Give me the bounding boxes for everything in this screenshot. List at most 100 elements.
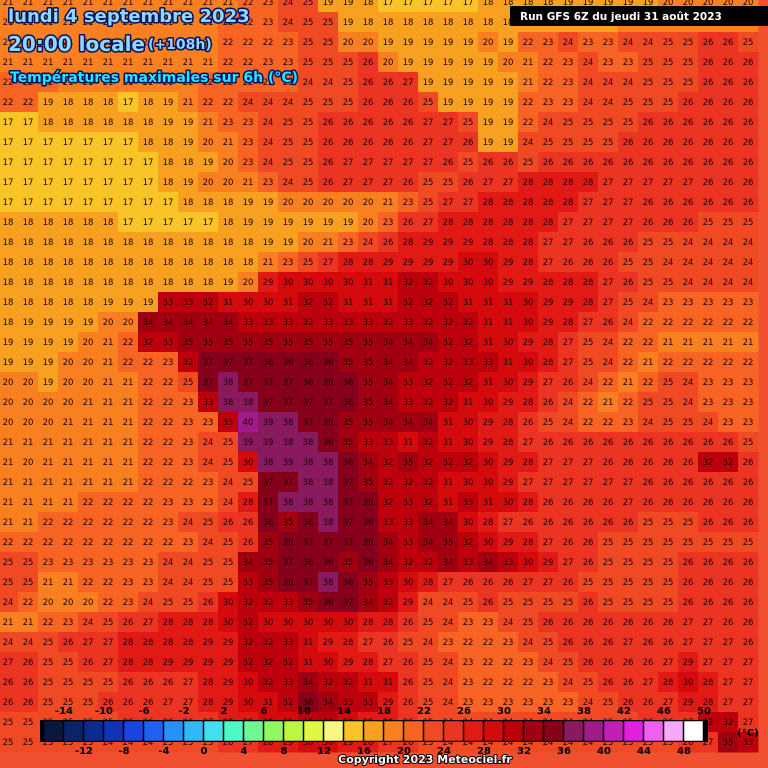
- temperature-cell: [58, 392, 79, 413]
- temperature-value: 24: [683, 398, 694, 408]
- temperature-value: 30: [483, 278, 494, 288]
- temperature-cell: [278, 132, 299, 153]
- temperature-value: 32: [303, 298, 314, 308]
- temperature-cell: [398, 352, 419, 373]
- temperature-cell: [358, 532, 379, 553]
- temperature-value: 37: [283, 378, 294, 388]
- temperature-cell: [418, 112, 439, 133]
- temperature-value: 30: [243, 678, 254, 688]
- temperature-cell: [18, 132, 39, 153]
- temperature-cell: [558, 392, 579, 413]
- temperature-value: 26: [583, 438, 594, 448]
- temperature-value: 23: [543, 678, 554, 688]
- temperature-value: 32: [423, 278, 434, 288]
- temperature-cell: [18, 12, 39, 33]
- temperature-value: 25: [323, 98, 334, 108]
- temperature-cell: [478, 552, 499, 573]
- temperature-value: 35: [403, 458, 414, 468]
- temperature-cell: [698, 412, 719, 433]
- temperature-cell: [558, 332, 579, 353]
- legend-swatch: [563, 720, 584, 742]
- temperature-cell: [138, 452, 159, 473]
- temperature-value: 27: [343, 178, 354, 188]
- legend-label: 0: [201, 746, 208, 757]
- temperature-cell: [718, 172, 739, 193]
- temperature-cell: [618, 472, 639, 493]
- temperature-value: 18: [243, 238, 254, 248]
- temperature-value: 24: [283, 0, 294, 8]
- temperature-value: 33: [463, 558, 474, 568]
- temperature-cell: [698, 452, 719, 473]
- temperature-cell: [738, 252, 759, 273]
- temperature-value: 25: [303, 58, 314, 68]
- temperature-cell: [358, 212, 379, 233]
- temperature-value: 33: [403, 378, 414, 388]
- temperature-cell: [218, 152, 239, 173]
- temperature-cell: [718, 432, 739, 453]
- temperature-value: 33: [403, 498, 414, 508]
- temperature-cell: [318, 252, 339, 273]
- temperature-cell: [158, 72, 179, 93]
- temperature-cell: [198, 492, 219, 513]
- temperature-value: 25: [303, 0, 314, 8]
- temperature-value: 22: [163, 418, 174, 428]
- temperature-value: 25: [503, 598, 514, 608]
- legend-swatch: [263, 720, 284, 742]
- temperature-value: 25: [23, 558, 34, 568]
- temperature-cell: [98, 432, 119, 453]
- temperature-value: 21: [103, 398, 114, 408]
- temperature-value: 28: [163, 638, 174, 648]
- temperature-cell: [218, 472, 239, 493]
- temperature-cell: [58, 12, 79, 33]
- forecast-lead: (+108h): [148, 37, 212, 53]
- temperature-cell: [338, 412, 359, 433]
- temperature-cell: [418, 232, 439, 253]
- temperature-cell: [698, 32, 719, 53]
- temperature-value: 23: [683, 298, 694, 308]
- temperature-value: 30: [463, 278, 474, 288]
- temperature-cell: [218, 532, 239, 553]
- temperature-cell: [238, 92, 259, 113]
- temperature-value: 37: [243, 378, 254, 388]
- temperature-value: 22: [243, 38, 254, 48]
- temperature-cell: [418, 412, 439, 433]
- temperature-value: 23: [403, 198, 414, 208]
- temperature-cell: [78, 532, 99, 553]
- temperature-value: 26: [383, 118, 394, 128]
- temperature-value: 25: [63, 658, 74, 668]
- legend-label: 22: [417, 706, 431, 717]
- temperature-value: 25: [303, 118, 314, 128]
- temperature-value: 28: [543, 358, 554, 368]
- temperature-value: 26: [663, 438, 674, 448]
- temperature-value: 21: [23, 618, 34, 628]
- temperature-value: 25: [43, 638, 54, 648]
- temperature-cell: [98, 512, 119, 533]
- temperature-value: 23: [163, 358, 174, 368]
- temperature-cell: [658, 332, 679, 353]
- temperature-value: 26: [403, 98, 414, 108]
- temperature-cell: [278, 232, 299, 253]
- temperature-cell: [738, 452, 759, 473]
- temperature-cell: [98, 272, 119, 293]
- temperature-cell: [38, 212, 59, 233]
- temperature-value: 20: [303, 198, 314, 208]
- temperature-value: 21: [743, 338, 754, 348]
- temperature-cell: [498, 412, 519, 433]
- temperature-cell: [198, 272, 219, 293]
- temperature-cell: [0, 552, 19, 573]
- temperature-value: 18: [223, 218, 234, 228]
- legend-swatch: [483, 720, 504, 742]
- temperature-cell: [658, 152, 679, 173]
- temperature-value: 20: [43, 598, 54, 608]
- temperature-value: 27: [703, 658, 714, 668]
- temperature-value: 18: [63, 278, 74, 288]
- temperature-cell: [298, 0, 319, 13]
- temperature-cell: [378, 432, 399, 453]
- temperature-cell: [638, 452, 659, 473]
- temperature-cell: [658, 412, 679, 433]
- temperature-value: 35: [263, 338, 274, 348]
- temperature-cell: [338, 132, 359, 153]
- temperature-cell: [318, 312, 339, 333]
- temperature-cell: [278, 92, 299, 113]
- temperature-cell: [198, 172, 219, 193]
